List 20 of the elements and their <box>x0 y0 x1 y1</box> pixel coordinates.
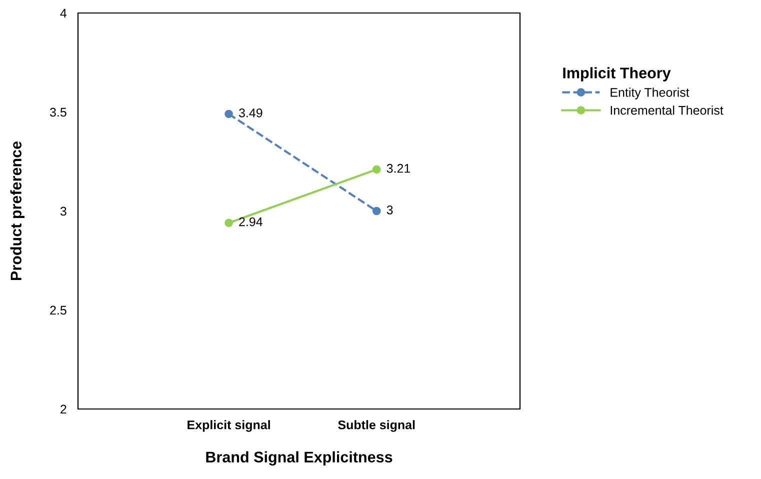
point <box>224 218 233 228</box>
point <box>224 110 233 118</box>
data-label: 2.94 <box>239 217 262 226</box>
data-label: 3.49 <box>238 108 262 118</box>
point <box>372 206 381 216</box>
y-axis-title: Product preference <box>10 141 25 280</box>
y-tick-label: 3.5 <box>50 108 66 117</box>
y-tick-label: 2.5 <box>50 306 66 315</box>
y-tick-label: 3 <box>60 206 66 216</box>
point <box>372 165 381 174</box>
legend-label: Entity Theorist <box>610 88 690 100</box>
data-label: 3.21 <box>386 164 410 173</box>
data-label: 3 <box>386 206 393 214</box>
legend-label: Incremental Theorist <box>610 106 724 115</box>
x-axis-title: Brand Signal Explicitness <box>206 451 392 466</box>
y-tick-label: 4 <box>60 8 67 18</box>
x-tick-label: Explicit signal <box>188 420 270 432</box>
y-tick-label: 2 <box>60 404 66 414</box>
legend-title: Implicit Theory <box>563 67 671 82</box>
x-tick-label: Subtle signal <box>338 420 415 432</box>
